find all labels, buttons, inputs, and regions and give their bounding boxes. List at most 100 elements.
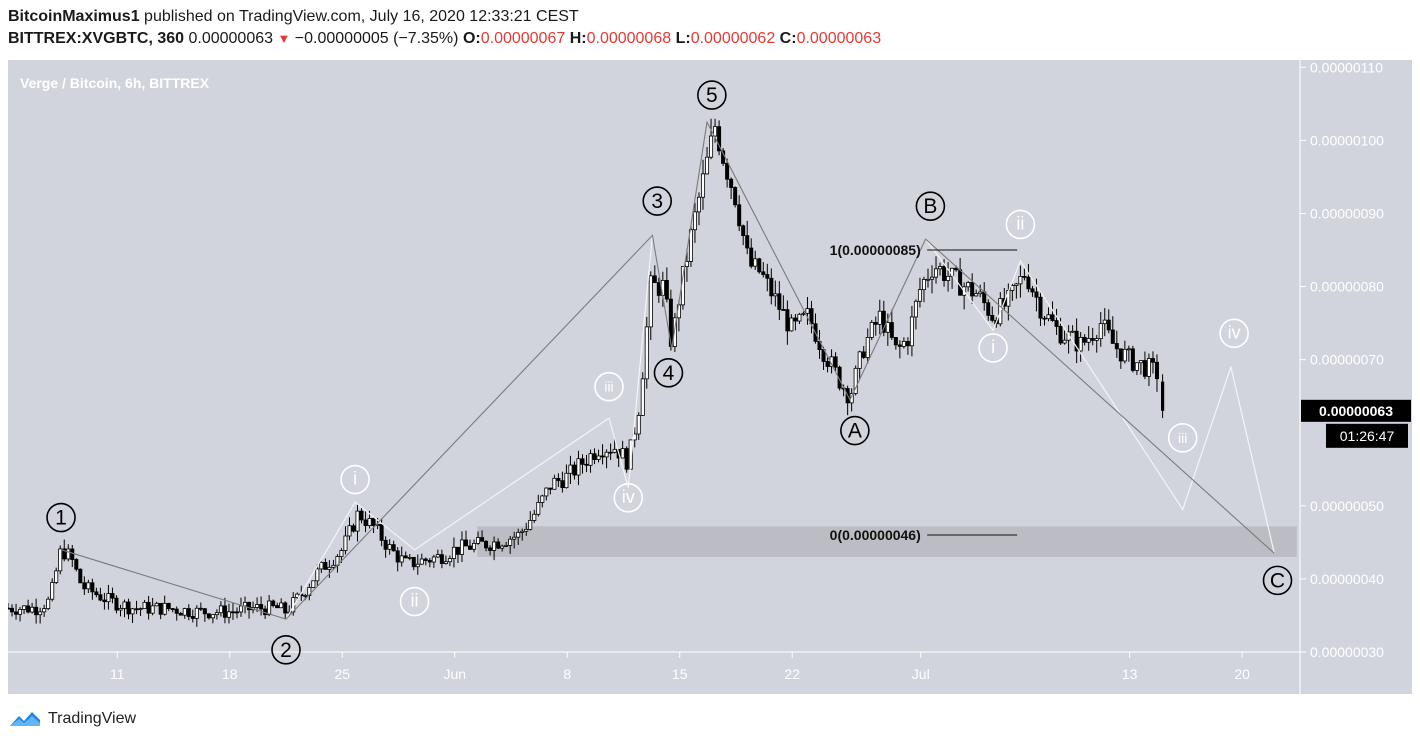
candle-body [239,605,244,613]
wave-marker-circle [697,80,727,110]
candle-body [938,266,943,270]
open-value: 0.00000067 [480,30,566,47]
candle-body [861,351,866,358]
support-zone [477,526,1297,557]
candle-body [327,566,332,570]
candle-body [652,275,657,284]
candle-body [74,559,79,570]
candle-body [106,593,111,603]
candle-body [146,601,151,614]
candle-body [1038,296,1043,319]
low-value: 0.00000062 [690,30,776,47]
candle-body [986,302,991,316]
candle-body [303,595,308,597]
candle-body [769,277,774,297]
candle-body [468,545,473,550]
wave-marker-circle [653,358,684,388]
candle-body [809,308,814,325]
candle-body [946,275,951,281]
wave-marker-label: iv [1228,322,1241,342]
plot-area[interactable] [8,60,1300,652]
candle-body [279,602,284,609]
candle-body [331,564,336,568]
candle-body [255,604,260,608]
wave-marker-A: A [840,415,870,446]
candle-body [1134,362,1139,371]
candle-body [1142,360,1147,377]
candle-body [371,518,376,526]
publisher-name[interactable]: BitcoinMaximus1 [8,8,140,25]
candle-body [1146,358,1151,377]
candle-body [126,601,131,615]
candle-body [536,501,541,515]
candle-body [423,558,428,561]
candle-body [58,548,63,572]
candle-body [781,309,786,311]
close-label: C: [779,30,797,47]
candle-body [930,276,935,280]
wave-marker-label: i [353,469,357,489]
price-tick-label: 0.00000090 [1310,205,1384,221]
candle-body [472,542,477,550]
candle-body [978,291,983,295]
candle-body [544,487,549,497]
candle-body [1106,319,1111,331]
candle-body [793,317,798,322]
candle-body [463,539,468,547]
candle-body [596,455,601,460]
tradingview-logo-icon[interactable] [8,708,42,730]
time-axis[interactable] [8,652,1300,694]
tradingview-footer: TradingView [8,706,136,732]
candle-body [178,612,183,616]
candle-body [1122,348,1127,362]
wave-marker-label: iii [1178,430,1187,446]
candle-body [833,356,838,368]
candle-body [367,518,372,526]
wave-marker-circle [46,502,76,533]
candle-body [624,448,629,470]
candle-body [347,525,352,537]
candle-body [1110,329,1115,344]
fib-level-label: 1(0.00000085) [830,242,921,258]
candle-body [692,211,697,231]
candle-body [22,605,27,610]
candle-body [705,156,710,175]
candle-body [118,608,123,611]
wave-marker-i: i [978,333,1008,363]
candle-body [194,607,199,619]
time-tick-label: 25 [334,666,350,682]
candle-body [38,611,43,616]
candle-body [592,453,597,460]
candle-body [363,519,368,526]
wave-marker-circle [594,371,624,402]
candle-body [954,267,959,271]
wave-marker-i: i [340,464,370,495]
candle-body [134,608,139,611]
candle-body [532,513,537,521]
wave-marker-1: 1 [46,502,76,533]
candle-body [958,269,963,296]
candle-body [54,570,59,583]
support-zone-rect [477,526,1297,557]
candle-body [725,162,730,180]
countdown-badge: 01:26:47 [1326,423,1408,448]
candle-body [1154,361,1159,380]
price-chart[interactable]: 1(0.00000085)0(0.00000046) 12345ABCiiiii… [8,60,1412,694]
candle-body [508,538,513,546]
footer-brand[interactable]: TradingView [48,710,137,727]
candle-body [604,451,609,458]
wave-marker-ii: ii [1005,209,1036,240]
wave-marker-circle [399,586,430,617]
candle-body [411,556,416,568]
wave-marker-label: 2 [280,639,292,662]
candle-body [1078,336,1083,352]
candle-body [556,477,561,482]
wave-marker-circle [1005,209,1036,240]
price-axis[interactable] [1300,60,1412,694]
candle-body [717,126,722,152]
candle-body [1034,291,1039,298]
candle-body [741,225,746,237]
candle-body [1082,336,1087,343]
candle-body [476,537,481,544]
